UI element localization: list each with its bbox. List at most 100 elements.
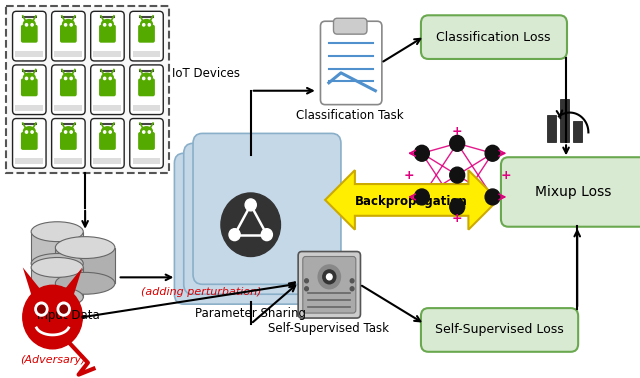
FancyBboxPatch shape	[501, 157, 640, 227]
FancyBboxPatch shape	[298, 251, 360, 318]
Ellipse shape	[31, 254, 83, 273]
FancyBboxPatch shape	[130, 119, 163, 168]
Circle shape	[415, 189, 429, 205]
Bar	[132, 105, 161, 111]
Bar	[31, 267, 83, 297]
Circle shape	[26, 77, 28, 80]
Polygon shape	[325, 170, 498, 230]
Circle shape	[245, 199, 256, 211]
Circle shape	[143, 131, 145, 133]
Bar	[573, 121, 582, 143]
Circle shape	[23, 285, 83, 349]
Circle shape	[65, 77, 67, 80]
Text: Self-Supervised Task: Self-Supervised Task	[268, 322, 389, 335]
Circle shape	[104, 23, 106, 26]
Circle shape	[57, 302, 70, 316]
Circle shape	[305, 279, 308, 283]
FancyBboxPatch shape	[421, 15, 567, 59]
FancyBboxPatch shape	[421, 308, 578, 352]
FancyBboxPatch shape	[60, 132, 77, 150]
Ellipse shape	[140, 126, 153, 136]
Polygon shape	[60, 267, 83, 297]
FancyBboxPatch shape	[91, 11, 124, 61]
Circle shape	[70, 77, 72, 80]
Bar	[132, 158, 161, 164]
Bar	[55, 248, 115, 283]
FancyBboxPatch shape	[321, 21, 382, 105]
Circle shape	[26, 131, 28, 133]
Polygon shape	[23, 267, 45, 297]
Ellipse shape	[31, 257, 83, 277]
Circle shape	[65, 23, 67, 26]
Circle shape	[70, 23, 72, 26]
FancyBboxPatch shape	[184, 143, 332, 294]
Circle shape	[323, 270, 336, 284]
FancyBboxPatch shape	[52, 119, 85, 168]
Circle shape	[450, 199, 465, 215]
FancyBboxPatch shape	[99, 78, 116, 96]
Bar	[54, 158, 83, 164]
Circle shape	[60, 305, 67, 313]
Text: Classification Task: Classification Task	[296, 108, 404, 122]
FancyBboxPatch shape	[60, 25, 77, 43]
Ellipse shape	[62, 126, 75, 136]
Text: Backpropagation: Backpropagation	[355, 195, 468, 208]
FancyBboxPatch shape	[21, 25, 38, 43]
Circle shape	[35, 302, 48, 316]
Ellipse shape	[23, 19, 36, 29]
Circle shape	[350, 287, 354, 291]
Ellipse shape	[101, 126, 114, 136]
Circle shape	[350, 279, 354, 283]
Text: Self-Supervised Loss: Self-Supervised Loss	[435, 324, 563, 336]
Circle shape	[485, 145, 500, 161]
Ellipse shape	[101, 19, 114, 29]
Text: +: +	[452, 212, 463, 225]
Bar	[559, 99, 569, 143]
FancyBboxPatch shape	[99, 25, 116, 43]
FancyBboxPatch shape	[303, 257, 356, 313]
Text: (Adversary): (Adversary)	[20, 355, 85, 365]
Circle shape	[450, 135, 465, 151]
Ellipse shape	[31, 222, 83, 242]
Ellipse shape	[23, 126, 36, 136]
Circle shape	[415, 145, 429, 161]
Text: Parameter Sharing: Parameter Sharing	[195, 307, 306, 320]
Ellipse shape	[62, 19, 75, 29]
Ellipse shape	[62, 73, 75, 82]
Bar	[15, 158, 44, 164]
Bar	[6, 6, 169, 173]
Circle shape	[109, 77, 111, 80]
FancyBboxPatch shape	[91, 119, 124, 168]
Text: (adding perturbation): (adding perturbation)	[141, 287, 262, 297]
FancyBboxPatch shape	[52, 11, 85, 61]
Text: Input Data: Input Data	[37, 309, 100, 322]
Bar	[547, 115, 556, 143]
Text: +: +	[500, 169, 511, 181]
FancyBboxPatch shape	[333, 18, 367, 34]
FancyBboxPatch shape	[21, 132, 38, 150]
FancyBboxPatch shape	[99, 132, 116, 150]
Bar	[31, 232, 83, 263]
FancyBboxPatch shape	[130, 65, 163, 115]
Circle shape	[65, 131, 67, 133]
Bar	[93, 105, 122, 111]
Circle shape	[305, 287, 308, 291]
FancyBboxPatch shape	[13, 11, 46, 61]
FancyBboxPatch shape	[130, 11, 163, 61]
Circle shape	[318, 265, 340, 289]
Text: +: +	[452, 125, 463, 138]
FancyBboxPatch shape	[138, 25, 155, 43]
Circle shape	[31, 23, 33, 26]
Circle shape	[38, 305, 45, 313]
Ellipse shape	[55, 237, 115, 259]
Circle shape	[148, 77, 150, 80]
Bar	[15, 105, 44, 111]
Circle shape	[261, 229, 273, 241]
Bar	[132, 51, 161, 57]
Circle shape	[109, 23, 111, 26]
FancyBboxPatch shape	[91, 65, 124, 115]
Ellipse shape	[140, 19, 153, 29]
Bar	[93, 51, 122, 57]
Ellipse shape	[140, 73, 153, 82]
Circle shape	[26, 23, 28, 26]
